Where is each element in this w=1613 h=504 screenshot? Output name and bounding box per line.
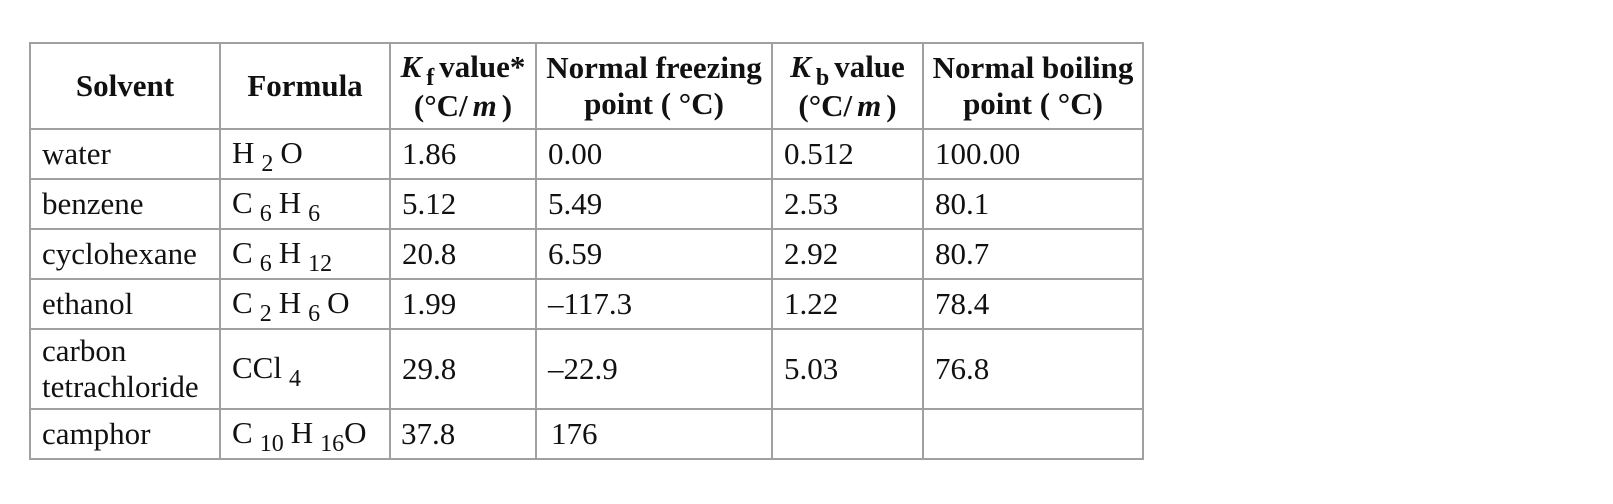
cell-boiling-point: 80.7 [922,228,1144,280]
header-fp-line2: point ( °C) [584,86,724,121]
kf-unit-m: m [472,87,497,123]
kb-label: value [834,48,905,84]
cell-solvent: water [29,128,221,180]
table-row: camphor C 10 H 16O 37.8 176 [29,408,1144,460]
cell-kf: 1.86 [389,128,537,180]
cell-freezing-point: –22.9 [535,328,773,410]
header-kb-line2: (°C/m) [773,88,922,124]
kf-label: value* [439,48,526,84]
cell-kb: 0.512 [771,128,924,180]
cell-solvent: camphor [29,408,221,460]
cell-boiling-point [922,408,1144,460]
cell-freezing-point: –117.3 [535,278,773,330]
header-formula: Formula [219,42,391,130]
cell-kf: 5.12 [389,178,537,230]
table-row: cyclohexane C 6 H 12 20.8 6.59 2.92 80.7 [29,228,1144,280]
cell-kb: 2.53 [771,178,924,230]
table-row: carbon tetrachloride CCl 4 29.8 –22.9 5.03… [29,328,1144,410]
header-kf-line2: (°C/m) [391,88,535,124]
cell-solvent: carbon tetrachloride [29,328,221,410]
kb-subscript: b [815,64,830,91]
cell-freezing-point: 6.59 [535,228,773,280]
kb-symbol: K [790,48,811,84]
kf-subscript: f [426,64,435,91]
cell-kf: 29.8 [389,328,537,410]
cell-kb: 5.03 [771,328,924,410]
cell-formula: C 10 H 16O [219,408,391,460]
header-freezing-point: Normal freezing point ( °C) [535,42,773,130]
kb-unit-m: m [857,87,882,123]
cell-freezing-point: 0.00 [535,128,773,180]
kf-unit-post: ) [501,87,513,123]
header-bp-line1: Normal boiling [932,50,1134,85]
cell-boiling-point: 78.4 [922,278,1144,330]
kf-unit-pre: (°C/ [413,87,468,123]
cell-formula: CCl 4 [219,328,391,410]
cell-kf: 20.8 [389,228,537,280]
cell-kb: 1.22 [771,278,924,330]
cell-boiling-point: 76.8 [922,328,1144,410]
cell-boiling-point: 80.1 [922,178,1144,230]
header-solvent: Solvent [29,42,221,130]
cell-kf: 37.8 [389,408,537,460]
cell-solvent: cyclohexane [29,228,221,280]
cell-freezing-point: 5.49 [535,178,773,230]
cell-freezing-point: 176 [535,408,773,460]
kb-unit-post: ) [886,87,897,123]
cell-solvent: ethanol [29,278,221,330]
cell-solvent: benzene [29,178,221,230]
kb-unit-pre: (°C/ [798,87,853,123]
cell-boiling-point: 100.00 [922,128,1144,180]
cell-kb [771,408,924,460]
cell-kb: 2.92 [771,228,924,280]
header-boiling-point: Normal boiling point ( °C) [922,42,1144,130]
cell-formula: C 6 H 12 [219,228,391,280]
cell-kf: 1.99 [389,278,537,330]
kf-symbol: K [400,48,422,84]
header-bp-line2: point ( °C) [963,86,1103,121]
header-fp-line1: Normal freezing [546,50,762,85]
